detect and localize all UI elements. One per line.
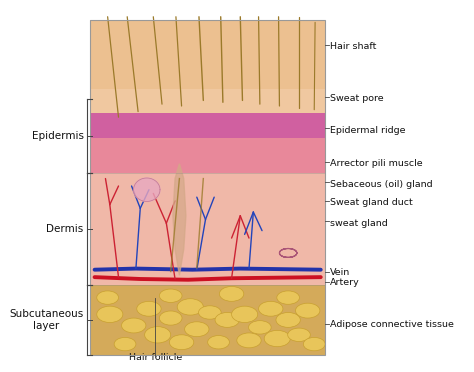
FancyBboxPatch shape bbox=[90, 20, 325, 89]
Ellipse shape bbox=[276, 312, 301, 327]
Ellipse shape bbox=[295, 303, 320, 318]
Text: Epidermal ridge: Epidermal ridge bbox=[330, 126, 406, 135]
Text: Hair shaft: Hair shaft bbox=[330, 42, 377, 51]
Text: Dermis: Dermis bbox=[46, 224, 84, 234]
Ellipse shape bbox=[208, 336, 229, 349]
Ellipse shape bbox=[258, 301, 283, 316]
Text: Hair follicle: Hair follicle bbox=[129, 353, 182, 362]
Ellipse shape bbox=[288, 328, 310, 341]
Ellipse shape bbox=[184, 322, 209, 337]
Ellipse shape bbox=[232, 306, 258, 323]
Ellipse shape bbox=[121, 318, 146, 333]
Ellipse shape bbox=[277, 291, 300, 304]
Text: Epidermis: Epidermis bbox=[32, 131, 84, 141]
Text: Arrector pili muscle: Arrector pili muscle bbox=[330, 159, 423, 168]
FancyBboxPatch shape bbox=[90, 173, 325, 285]
Text: Subcutaneous
layer: Subcutaneous layer bbox=[9, 309, 84, 331]
Ellipse shape bbox=[137, 301, 161, 316]
Text: Sweat gland duct: Sweat gland duct bbox=[330, 198, 413, 207]
FancyBboxPatch shape bbox=[90, 138, 325, 173]
Polygon shape bbox=[173, 164, 186, 275]
Ellipse shape bbox=[199, 306, 221, 319]
Ellipse shape bbox=[169, 335, 194, 350]
Ellipse shape bbox=[114, 337, 136, 351]
Ellipse shape bbox=[215, 312, 239, 327]
Ellipse shape bbox=[97, 291, 118, 304]
FancyBboxPatch shape bbox=[90, 285, 325, 355]
Bar bbox=[90, 20, 325, 355]
Ellipse shape bbox=[177, 299, 203, 315]
FancyBboxPatch shape bbox=[90, 89, 325, 113]
Polygon shape bbox=[134, 178, 160, 201]
Text: Adipose connective tissue: Adipose connective tissue bbox=[330, 320, 454, 329]
Text: sweat gland: sweat gland bbox=[330, 219, 388, 228]
Text: Vein: Vein bbox=[330, 268, 351, 277]
Ellipse shape bbox=[237, 333, 261, 348]
Ellipse shape bbox=[145, 327, 171, 343]
Text: Sebaceous (oil) gland: Sebaceous (oil) gland bbox=[330, 180, 433, 189]
Ellipse shape bbox=[219, 286, 244, 301]
Ellipse shape bbox=[264, 330, 290, 347]
Ellipse shape bbox=[97, 306, 123, 323]
Text: Sweat pore: Sweat pore bbox=[330, 94, 384, 103]
Ellipse shape bbox=[248, 321, 271, 334]
Text: Artery: Artery bbox=[330, 278, 360, 287]
FancyBboxPatch shape bbox=[90, 113, 325, 138]
Ellipse shape bbox=[159, 311, 182, 325]
Ellipse shape bbox=[303, 337, 325, 351]
Ellipse shape bbox=[159, 289, 182, 302]
